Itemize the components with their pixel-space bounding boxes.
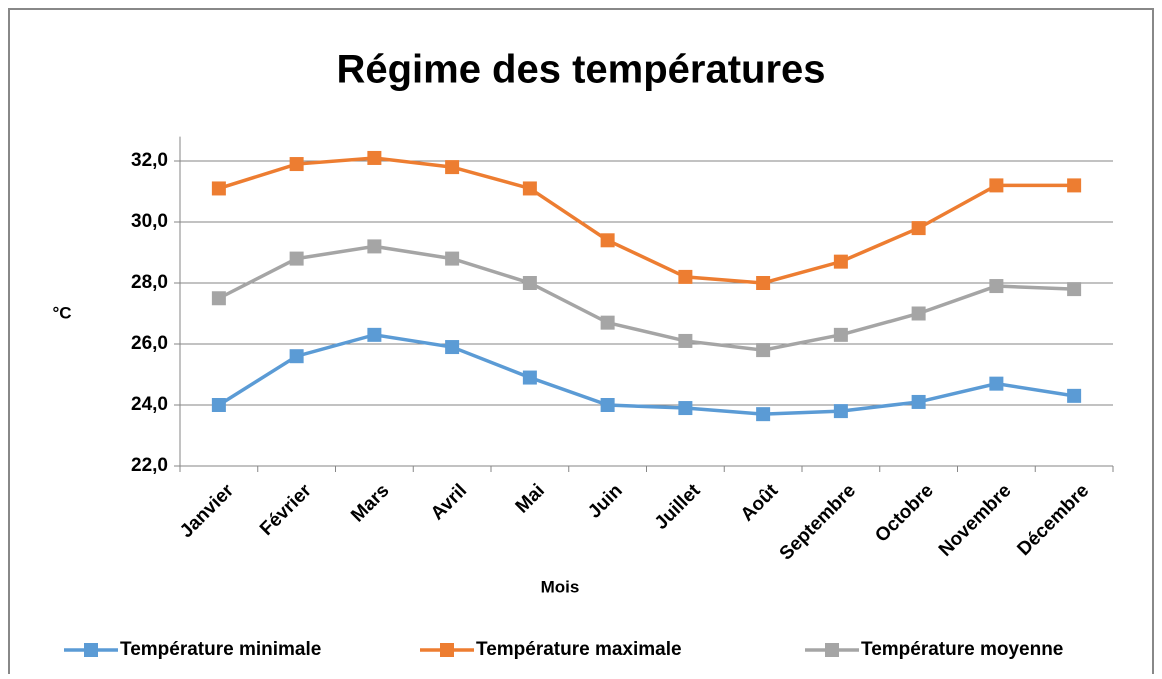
marker <box>756 407 771 422</box>
marker <box>1067 178 1082 193</box>
y-tick-label: 22,0 <box>131 455 168 476</box>
legend-label: Température minimale <box>120 639 321 660</box>
marker <box>522 181 537 196</box>
marker <box>1067 388 1082 403</box>
marker <box>833 254 848 269</box>
series-line <box>218 156 1075 285</box>
marker <box>911 306 926 321</box>
y-axis-label: °C <box>52 303 71 322</box>
marker <box>756 276 771 290</box>
marker <box>989 376 1004 391</box>
marker <box>522 276 537 290</box>
y-tick-label: 26,0 <box>131 333 168 354</box>
marker <box>211 181 226 196</box>
marker <box>989 279 1004 294</box>
marker <box>445 251 460 266</box>
legend-marker <box>440 643 454 657</box>
marker <box>600 233 615 248</box>
marker <box>289 157 304 172</box>
series-line <box>217 333 1075 416</box>
x-axis-label: Mois <box>541 577 580 596</box>
marker <box>911 221 926 236</box>
marker <box>211 398 226 412</box>
marker <box>678 401 693 416</box>
marker <box>600 398 615 412</box>
marker <box>911 394 926 409</box>
marker <box>522 370 537 385</box>
marker <box>289 251 304 266</box>
marker <box>989 178 1004 193</box>
marker <box>367 150 382 165</box>
marker <box>289 349 304 364</box>
legend-label: Température maximale <box>476 639 682 660</box>
y-tick-label: 24,0 <box>131 394 168 415</box>
chart-title: Régime des températures <box>336 48 825 92</box>
series-line <box>218 244 1075 352</box>
marker <box>445 160 460 175</box>
y-tick-label: 30,0 <box>131 211 168 232</box>
marker <box>367 327 382 342</box>
marker <box>756 343 771 358</box>
legend-marker <box>84 643 98 657</box>
marker <box>833 327 848 342</box>
marker <box>211 291 226 306</box>
y-tick-label: 28,0 <box>131 272 168 293</box>
legend-label: Température moyenne <box>861 639 1063 660</box>
legend-marker <box>825 643 839 657</box>
chart-frame <box>8 8 1154 679</box>
marker <box>678 333 693 348</box>
marker <box>833 404 848 419</box>
marker <box>1067 282 1082 297</box>
y-tick-label: 32,0 <box>131 150 168 171</box>
marker <box>367 239 382 254</box>
marker <box>600 315 615 330</box>
marker <box>445 340 460 355</box>
marker <box>678 269 693 284</box>
